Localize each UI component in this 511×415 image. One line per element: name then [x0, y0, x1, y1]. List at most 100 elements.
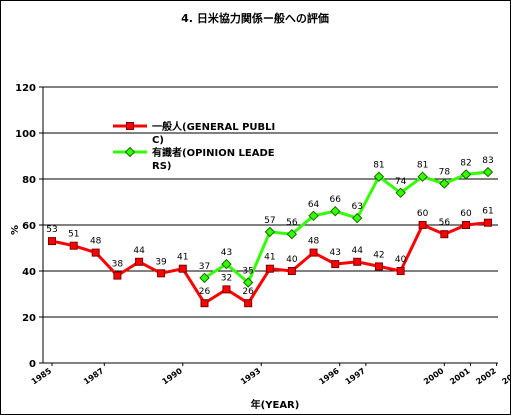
data-label: 61	[482, 207, 493, 217]
data-label: 44	[351, 246, 363, 256]
data-point-square	[200, 299, 209, 308]
data-point-square	[484, 218, 492, 227]
y-tick-label: 0	[29, 359, 36, 370]
data-label: 43	[221, 248, 232, 258]
data-label: 81	[373, 161, 384, 171]
data-point-diamond	[286, 228, 298, 240]
legend-swatch-square	[126, 122, 134, 130]
data-point-square	[418, 221, 427, 229]
data-point-square	[287, 267, 296, 275]
data-label: 40	[395, 255, 407, 265]
data-point-diamond	[482, 166, 494, 178]
data-point-square	[69, 241, 78, 250]
data-label: 51	[68, 230, 79, 240]
data-label: 66	[330, 195, 342, 205]
data-point-square	[440, 230, 449, 239]
data-label: 37	[199, 262, 210, 272]
legend-label: RS)	[152, 161, 171, 172]
data-point-square	[374, 262, 383, 271]
x-tick-label: 1993	[239, 366, 262, 386]
data-label: 53	[46, 225, 57, 235]
y-tick-label: 100	[15, 129, 36, 140]
data-point-diamond	[395, 187, 406, 199]
x-tick-label: 1996	[317, 366, 341, 386]
data-label: 26	[199, 287, 211, 297]
data-point-square	[265, 264, 274, 273]
data-point-diamond	[439, 178, 450, 189]
x-axis-title: 年(YEAR)	[251, 398, 300, 411]
data-label: 57	[264, 216, 275, 226]
y-tick-labels: 0 20 40 60 80 100 120	[15, 83, 43, 370]
data-point-diamond	[242, 277, 254, 288]
legend-label: C)	[152, 135, 164, 146]
data-point-diamond	[330, 205, 341, 217]
y-tick-label: 60	[22, 221, 36, 232]
data-label: 41	[177, 253, 188, 263]
y-axis-title: %	[10, 225, 21, 235]
data-point-diamond	[417, 171, 428, 182]
y-tick-label: 120	[15, 83, 36, 94]
data-label: 42	[373, 250, 384, 260]
data-point-diamond	[199, 272, 210, 284]
data-point-diamond	[460, 169, 472, 180]
data-point-diamond	[221, 258, 232, 270]
data-label: 82	[460, 158, 471, 168]
x-tick-label: 1990	[161, 366, 185, 386]
data-label: 44	[133, 246, 145, 256]
data-point-square	[309, 248, 318, 257]
data-point-diamond	[264, 226, 276, 238]
x-tick-label: 1997	[344, 366, 367, 386]
data-label: 39	[155, 257, 167, 267]
x-tick-labels: 1985 1987 1990 1993 1996 1997 2000 2001 2002 2003…	[30, 363, 511, 386]
x-tick-label: 2001	[448, 366, 472, 386]
data-point-square	[157, 269, 166, 278]
chart-title: 4. 日米協力関係ー般への評価	[181, 11, 329, 25]
data-point-square	[91, 248, 100, 257]
data-point-diamond	[308, 210, 319, 222]
legend-label: 一般人(GENERAL PUBLI	[152, 120, 275, 133]
series-lines	[51, 170, 489, 306]
series-markers	[48, 166, 494, 308]
data-point-square	[331, 260, 340, 269]
data-label: 40	[286, 255, 298, 265]
x-tick-label: 2000	[422, 366, 446, 386]
data-point-square	[462, 221, 471, 229]
data-label: 26	[242, 287, 254, 297]
data-point-square	[244, 299, 253, 308]
y-tick-label: 20	[22, 313, 36, 324]
data-point-square	[48, 237, 56, 246]
data-label: 81	[417, 161, 428, 171]
data-label: 48	[308, 237, 320, 247]
data-label: 48	[90, 237, 102, 247]
data-point-diamond	[373, 171, 385, 182]
legend-label: 有識者(OPINION LEADE	[152, 146, 275, 159]
legend-swatch-diamond	[124, 146, 136, 158]
data-label: 60	[460, 209, 472, 219]
x-tick-label: 2003	[501, 366, 511, 386]
data-label: 78	[439, 168, 451, 178]
data-point-square	[178, 264, 187, 273]
data-label: 64	[308, 200, 320, 210]
x-tick-label: 2002	[474, 366, 497, 386]
data-label: 35	[242, 267, 253, 277]
y-tick-label: 40	[22, 267, 36, 278]
data-point-square	[135, 257, 144, 266]
data-label: 38	[112, 260, 124, 270]
data-labels: 53 51 48 38 44 39 41 26 32 26 41 40 48 43 44 42 40 60 56 60…	[46, 156, 493, 297]
data-label: 74	[395, 177, 407, 187]
data-point-square	[353, 257, 362, 266]
data-label: 32	[221, 273, 232, 283]
legend: 一般人(GENERAL PUBLI C)有識者(OPINION LEADE RS)	[113, 120, 275, 172]
x-tick-label: 1987	[82, 366, 105, 386]
y-tick-label: 80	[22, 175, 36, 186]
data-label: 56	[286, 218, 298, 228]
data-label: 56	[439, 218, 451, 228]
data-point-square	[222, 285, 231, 294]
data-label: 83	[482, 156, 493, 166]
data-label: 43	[330, 248, 341, 258]
data-point-square	[396, 267, 405, 275]
data-label: 41	[264, 253, 275, 263]
grid-lines	[43, 86, 498, 318]
